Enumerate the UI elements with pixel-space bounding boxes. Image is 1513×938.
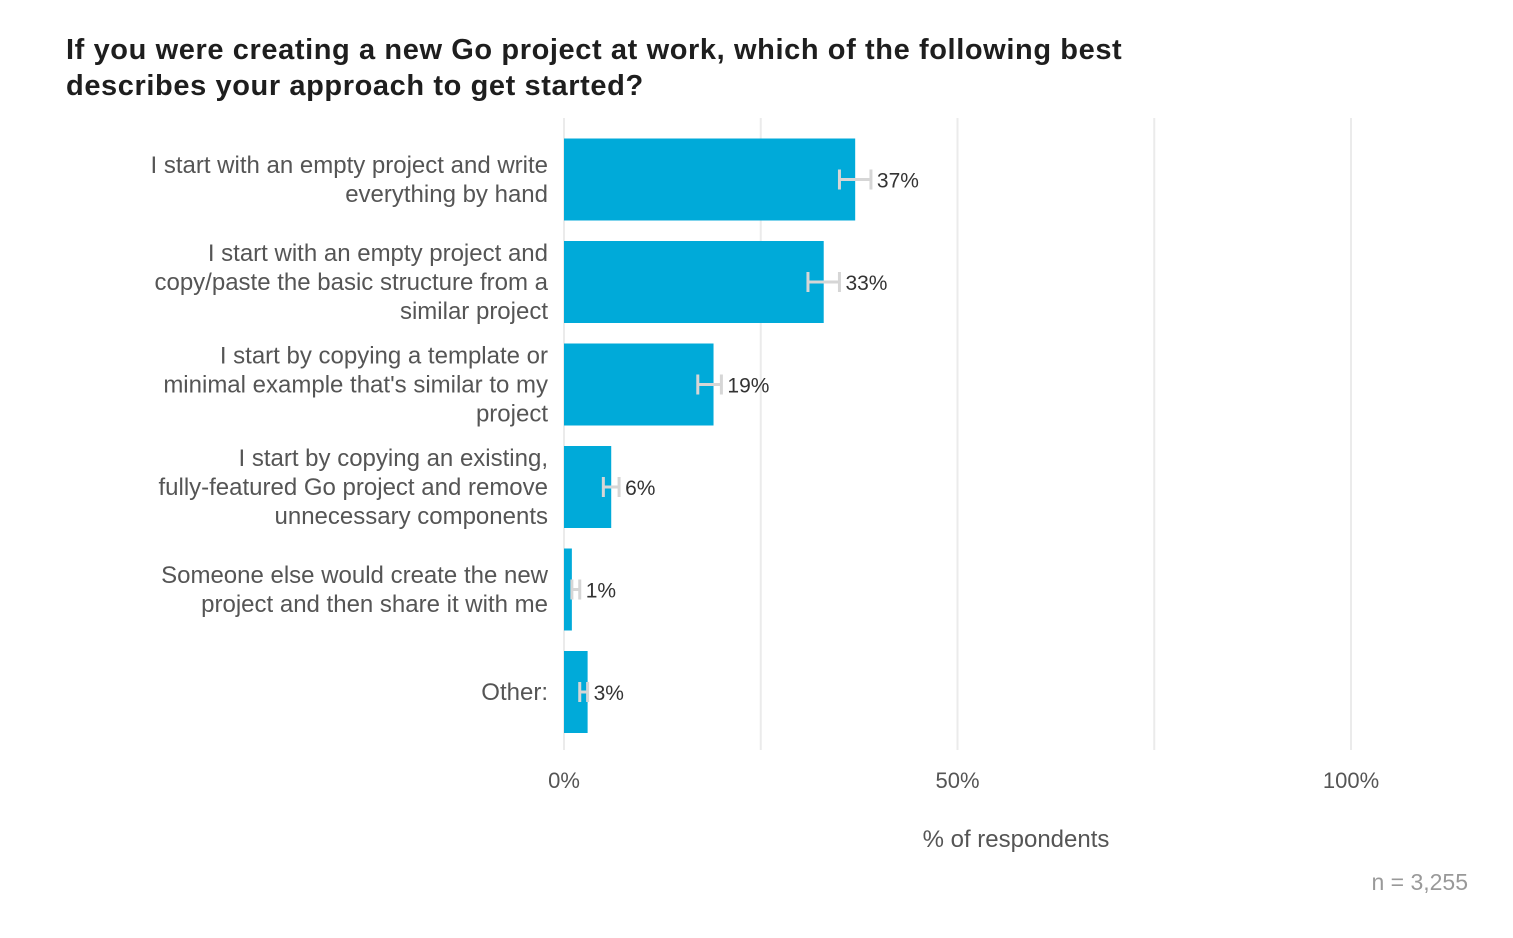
category-label: Other: (481, 679, 548, 706)
value-label: 6% (625, 477, 655, 500)
bar (564, 138, 856, 221)
bar (564, 241, 824, 323)
value-label: 1% (586, 580, 616, 603)
x-axis-title: % of respondents (923, 826, 1110, 853)
x-tick-label: 0% (548, 768, 580, 793)
value-label: 37% (877, 170, 919, 193)
grid-lines (563, 118, 1352, 750)
value-label: 19% (727, 375, 769, 398)
bar (564, 651, 588, 733)
chart-title-line-2: describes your approach to get started? (66, 70, 644, 102)
chart-title-line-1: If you were creating a new Go project at… (66, 34, 1123, 66)
value-label: 3% (594, 682, 624, 705)
category-label: Someone else would create the new project… (161, 562, 549, 618)
category-label: I start with an empty project and copy/pa… (154, 240, 548, 325)
error-bar (806, 272, 841, 292)
x-tick-label: 50% (935, 768, 979, 793)
bar (564, 548, 572, 631)
category-labels: I start with an empty project and write e… (151, 152, 549, 706)
chart-title: If you were creating a new Go project at… (66, 32, 1366, 104)
value-labels: 37% 33% 19% 6% 1% 3% (586, 170, 919, 706)
error-bar (696, 374, 723, 395)
category-label: I start by copying a template or minimal … (163, 343, 548, 428)
x-axis-ticks: 0% 50% 100% (548, 768, 1379, 793)
error-bars (570, 169, 873, 702)
error-bar (601, 477, 621, 497)
bars (564, 138, 856, 733)
error-bar (570, 579, 582, 600)
category-label: I start with an empty project and write e… (151, 152, 549, 208)
value-label: 33% (845, 272, 887, 295)
category-label: I start by copying an existing, fully-fea… (158, 445, 548, 530)
error-bar (578, 682, 590, 702)
error-bar (837, 169, 873, 190)
sample-size-note: n = 3,255 (1371, 869, 1468, 895)
bar (564, 343, 714, 426)
x-tick-label: 100% (1323, 768, 1379, 793)
